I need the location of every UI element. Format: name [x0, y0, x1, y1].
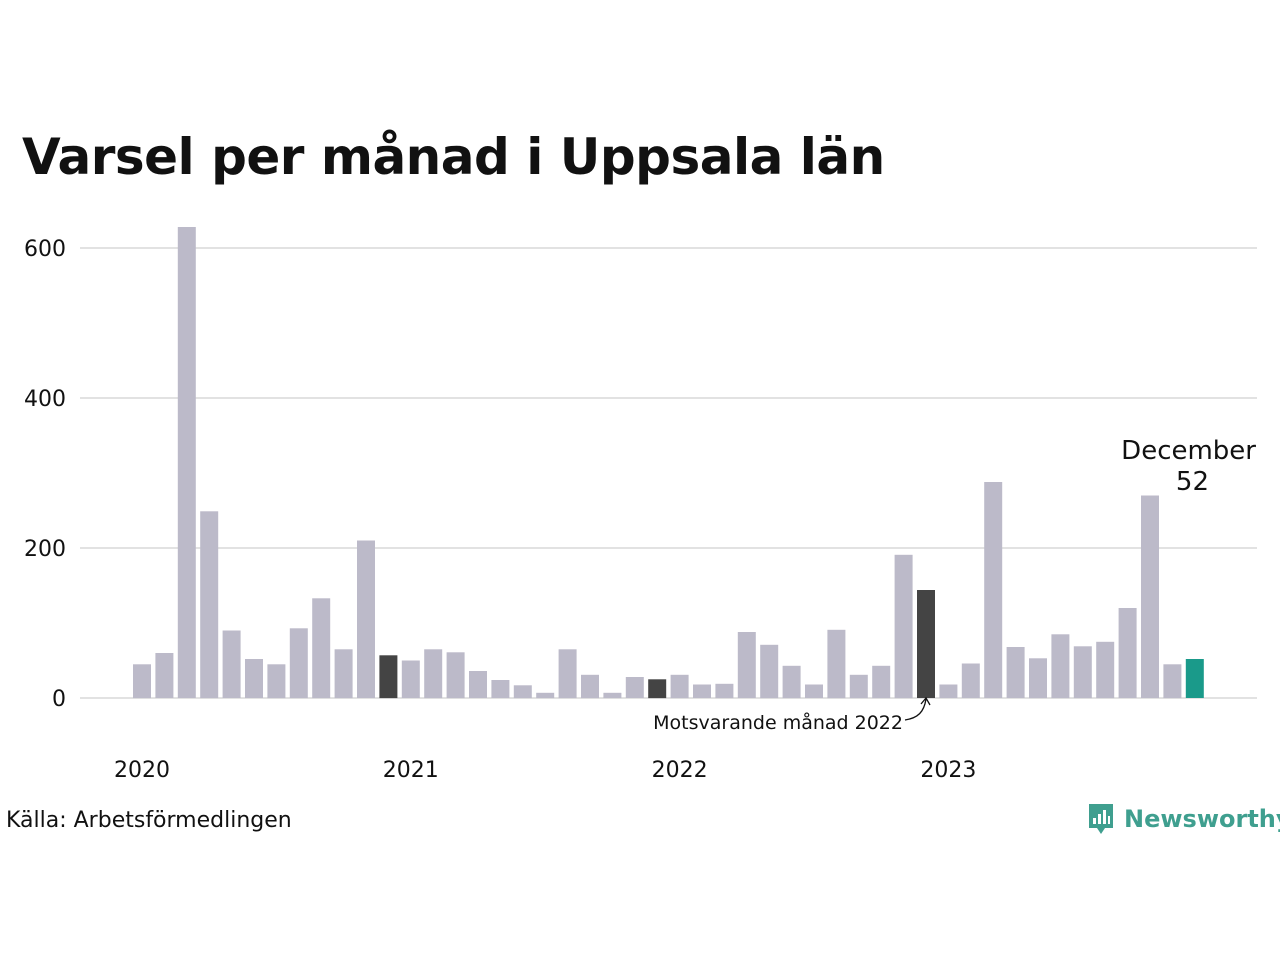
bar-2022-03: [715, 683, 734, 699]
bar-2021-04: [469, 671, 487, 698]
bar-2023-05: [1029, 658, 1047, 699]
bar-2021-07: [536, 692, 555, 699]
brand-logo: Newsworthy: [1086, 802, 1280, 836]
bar-2022-02: [693, 684, 711, 698]
last-month-label: December: [1121, 436, 1256, 466]
grid-lines: [80, 247, 1257, 699]
comparison-arrow-head: [920, 696, 931, 706]
bar-2023-12: [1185, 659, 1204, 698]
annotations: December 52 Motsvarande månad 2022: [653, 436, 1256, 734]
bar-2021-01: [401, 660, 420, 698]
bar-2022-11: [894, 554, 913, 699]
source-note: Källa: Arbetsförmedlingen: [6, 808, 292, 833]
last-value-label: 52: [1176, 467, 1209, 497]
bar-2020-06: [245, 659, 263, 698]
y-tick-label: 200: [24, 537, 66, 562]
bar-2023-04: [1006, 647, 1025, 698]
bar-2023-07: [1073, 646, 1092, 699]
bar-2021-09: [581, 674, 599, 699]
bar-2023-06: [1051, 634, 1070, 699]
comparison-note: Motsvarande månad 2022: [653, 711, 903, 734]
bar-2021-10: [603, 692, 622, 699]
bar-2023-11: [1163, 664, 1182, 699]
bar-2020-02: [155, 653, 174, 698]
bar-2020-07: [267, 664, 286, 699]
bar-2020-10: [334, 649, 353, 699]
bar-2022-07: [805, 684, 823, 698]
bar-2022-09: [849, 674, 868, 699]
bar-2021-02: [424, 649, 443, 699]
bar-2023-01: [939, 684, 958, 698]
bar-2020-03: [177, 227, 196, 698]
bar-2020-08: [289, 628, 308, 699]
chart-title: Varsel per månad i Uppsala län: [22, 128, 885, 186]
bars: [133, 227, 1204, 699]
bar-2022-06: [782, 665, 801, 699]
bar-2020-09: [312, 598, 331, 699]
y-tick-label: 400: [24, 387, 66, 412]
bar-2022-08: [827, 629, 846, 699]
x-axis-labels: 2020 2021 2022 2023: [114, 758, 976, 783]
bar-2021-11: [625, 677, 644, 698]
comparison-arrow: [904, 698, 927, 721]
bar-2022-10: [872, 665, 891, 699]
bar-2023-09: [1118, 608, 1137, 698]
x-tick-label-2023: 2023: [920, 758, 976, 783]
bar-2021-08: [558, 649, 577, 699]
bar-2023-03: [984, 482, 1003, 698]
bar-2022-04: [737, 632, 756, 698]
x-tick-label-2022: 2022: [652, 758, 708, 783]
bar-2020-04: [200, 511, 219, 699]
y-tick-label: 0: [52, 687, 66, 712]
bar-2020-05: [222, 630, 241, 698]
bar-2022-05: [760, 644, 779, 699]
bar-2020-01: [133, 664, 151, 699]
bar-chart: 0 200 400 600 2020 2021 2022 2023 December 52 …: [24, 227, 1257, 783]
newsworthy-icon: [1089, 804, 1113, 834]
brand-name: Newsworthy: [1124, 805, 1280, 833]
bar-2021-06: [513, 685, 532, 699]
y-axis-labels: 0 200 400 600: [24, 237, 66, 712]
bar-2021-03: [446, 652, 465, 699]
bar-2021-12: [648, 679, 667, 699]
x-tick-label-2020: 2020: [114, 758, 170, 783]
bar-2021-05: [491, 680, 510, 698]
bar-2023-10: [1141, 495, 1159, 698]
bar-2022-01: [670, 674, 689, 699]
x-tick-label-2021: 2021: [383, 758, 439, 783]
bar-2020-12: [379, 655, 398, 699]
y-tick-label: 600: [24, 237, 66, 262]
bar-2023-02: [961, 663, 980, 698]
bar-2022-12: [917, 590, 935, 698]
bar-2023-08: [1096, 641, 1115, 699]
bar-2020-11: [357, 540, 375, 698]
